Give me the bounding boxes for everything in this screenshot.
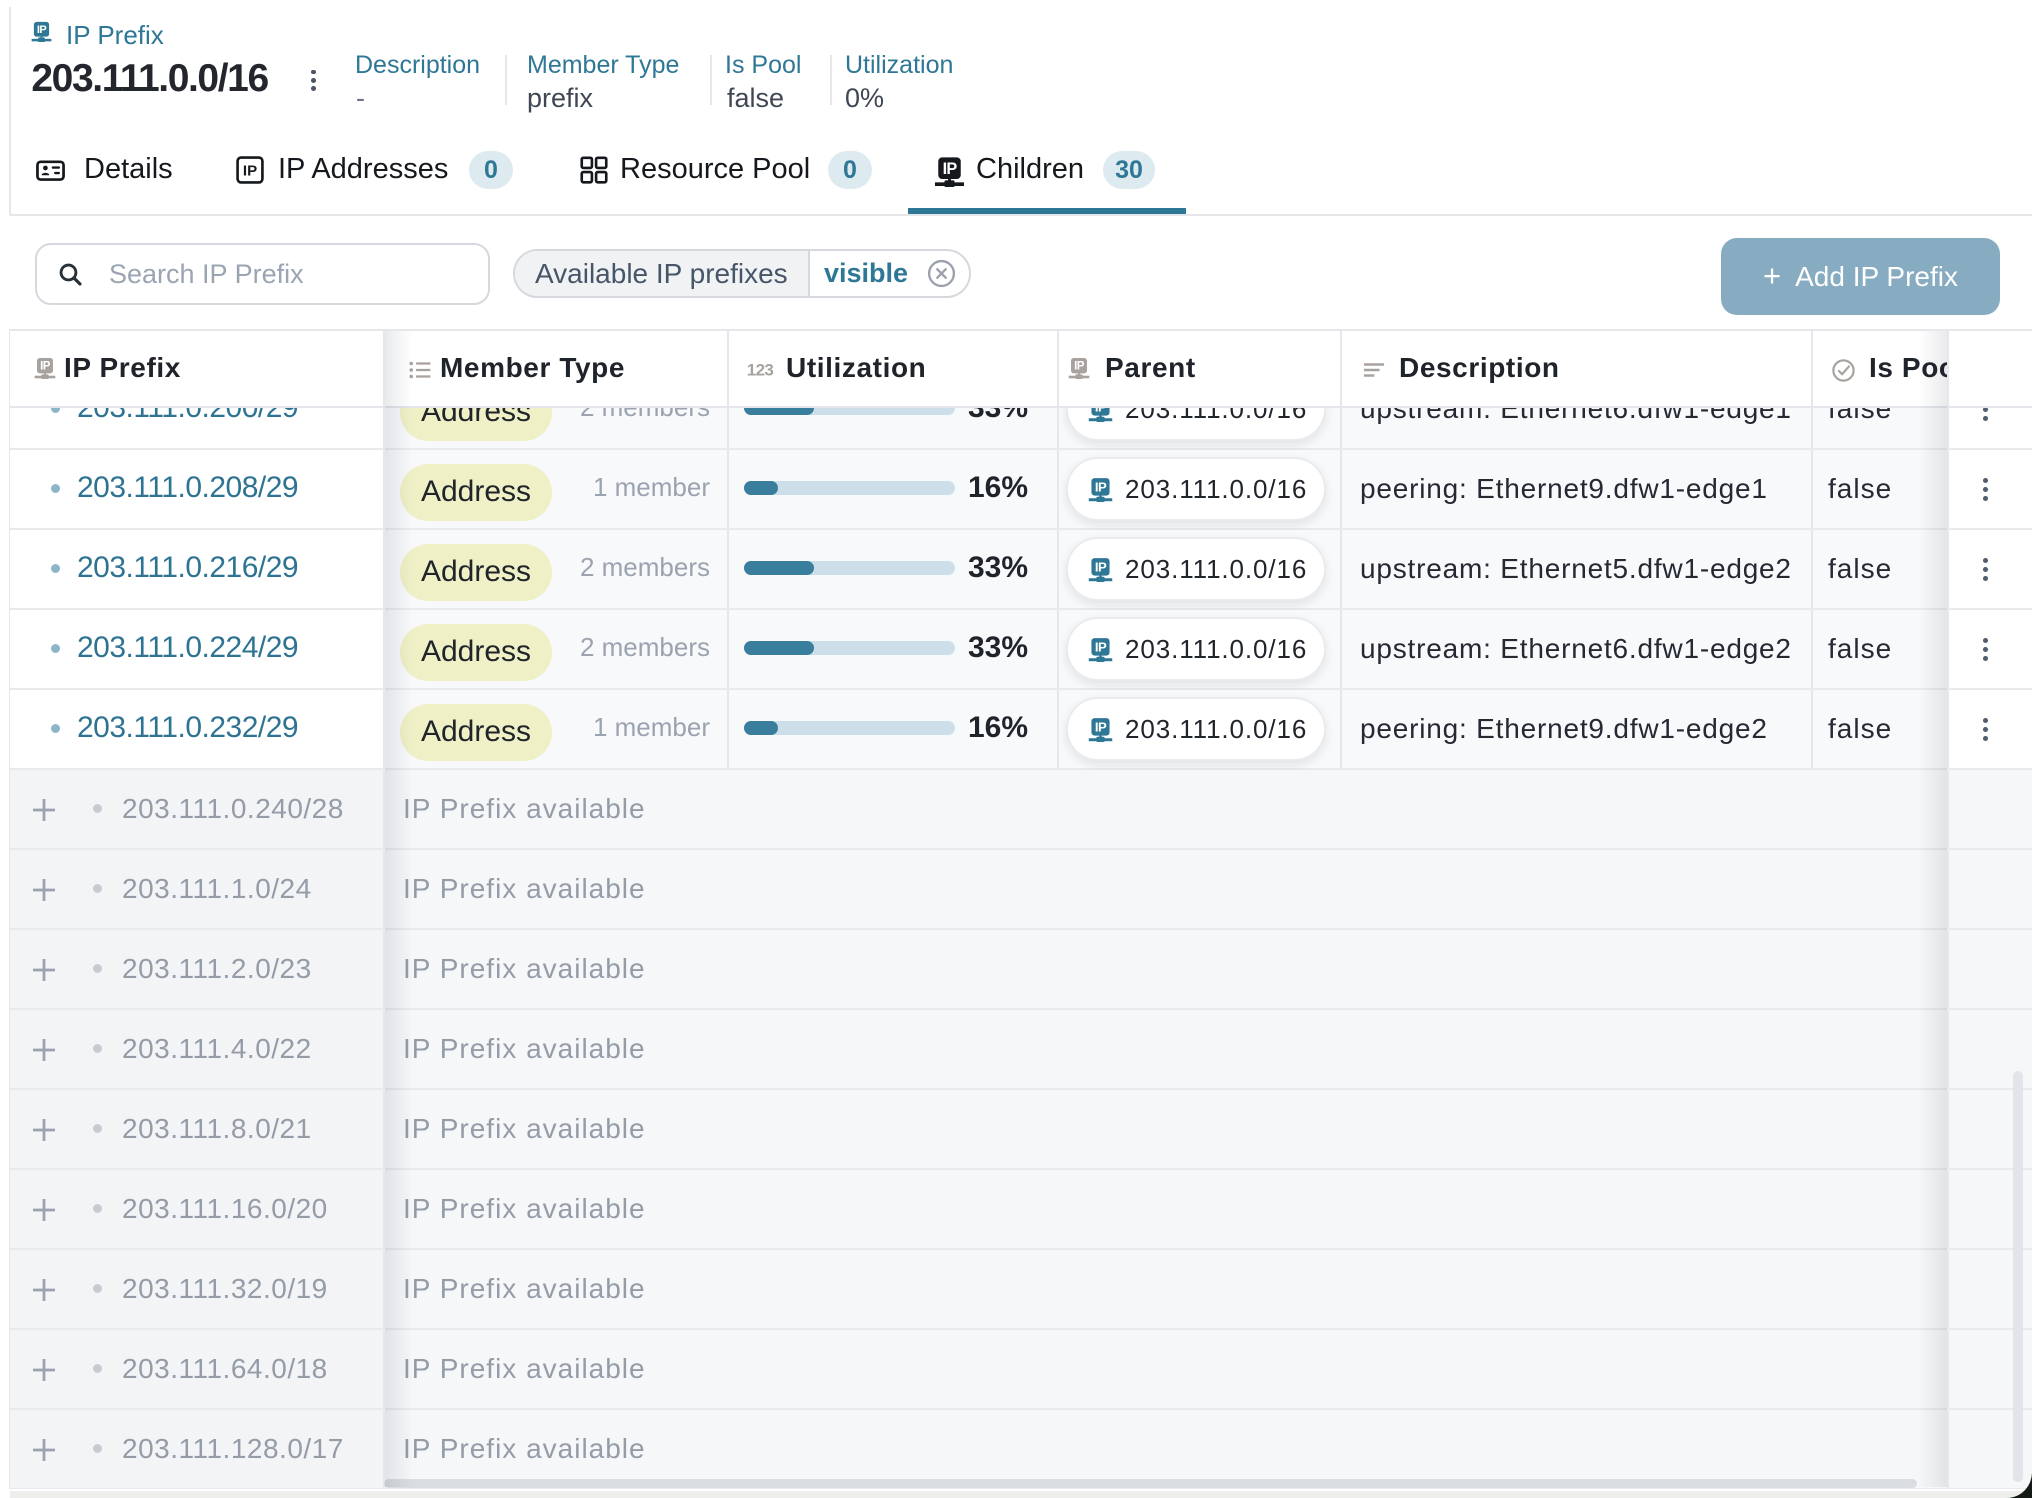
svg-text:IP: IP — [1095, 639, 1107, 654]
svg-text:IP: IP — [1074, 361, 1085, 373]
svg-text:IP: IP — [243, 162, 257, 179]
svg-text:IP: IP — [40, 361, 51, 373]
svg-text:IP: IP — [1095, 479, 1107, 494]
svg-text:123: 123 — [747, 361, 773, 380]
svg-text:IP: IP — [943, 160, 958, 178]
svg-text:IP: IP — [1095, 719, 1107, 734]
svg-text:IP: IP — [37, 24, 47, 36]
svg-text:IP: IP — [1095, 559, 1107, 574]
